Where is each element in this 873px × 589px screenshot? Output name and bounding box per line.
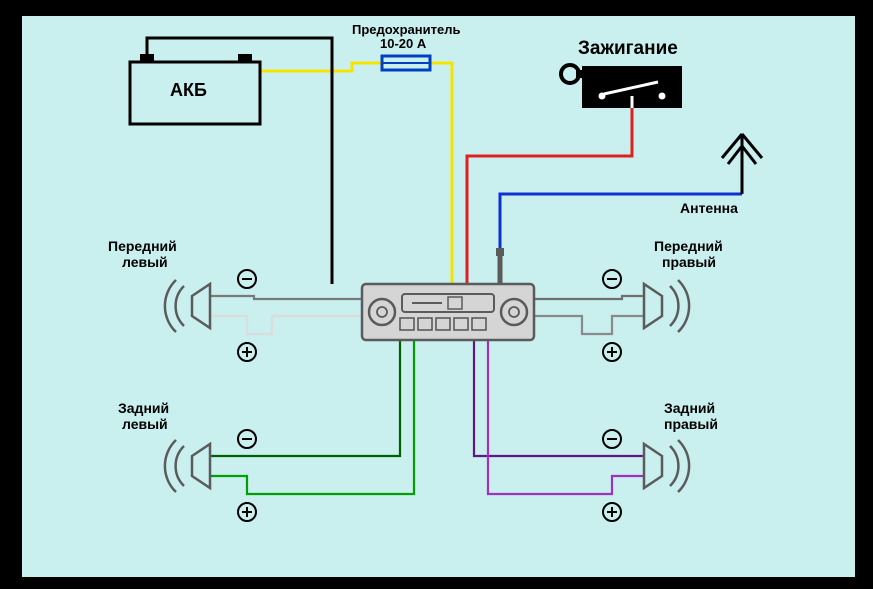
wire-fl-pos bbox=[210, 316, 362, 334]
speaker-front-left-icon bbox=[165, 280, 210, 332]
head-unit-icon bbox=[362, 284, 534, 340]
speaker-rear-right-icon bbox=[644, 440, 689, 492]
speaker-front-right-icon bbox=[644, 280, 689, 332]
speaker-rear-left-icon bbox=[165, 440, 210, 492]
antenna-label: Антенна bbox=[680, 200, 738, 216]
antenna-icon bbox=[722, 134, 762, 194]
fuse-label-2: 10-20 А bbox=[380, 36, 426, 51]
diagram-canvas: АКБ Предохранитель 10-20 А Зажигание Ант… bbox=[20, 14, 857, 579]
fl-label-1: Передний bbox=[108, 238, 177, 254]
fuse-icon bbox=[382, 56, 430, 70]
fr-label-1: Передний bbox=[654, 238, 723, 254]
wire-fr-neg bbox=[534, 296, 644, 299]
ignition-icon bbox=[561, 65, 682, 108]
battery-label: АКБ bbox=[170, 80, 207, 101]
outer-frame: АКБ Предохранитель 10-20 А Зажигание Ант… bbox=[0, 0, 873, 589]
rl-label-1: Задний bbox=[118, 400, 169, 416]
wire-fl-neg bbox=[210, 296, 362, 299]
wiring-svg bbox=[22, 16, 855, 577]
rl-label-2: левый bbox=[122, 416, 168, 432]
fuse-label-1: Предохранитель bbox=[352, 22, 460, 37]
wire-fr-pos bbox=[534, 316, 644, 334]
wire-rr-pos bbox=[488, 340, 644, 494]
fl-label-2: левый bbox=[122, 254, 168, 270]
rr-label-2: правый bbox=[664, 416, 718, 432]
wire-rl-pos bbox=[210, 340, 414, 494]
fr-label-2: правый bbox=[662, 254, 716, 270]
rr-label-1: Задний bbox=[664, 400, 715, 416]
wire-battery-positive-2 bbox=[430, 63, 452, 284]
ignition-label: Зажигание bbox=[578, 38, 678, 60]
wire-battery-positive bbox=[260, 63, 382, 71]
wire-ignition bbox=[467, 108, 632, 284]
